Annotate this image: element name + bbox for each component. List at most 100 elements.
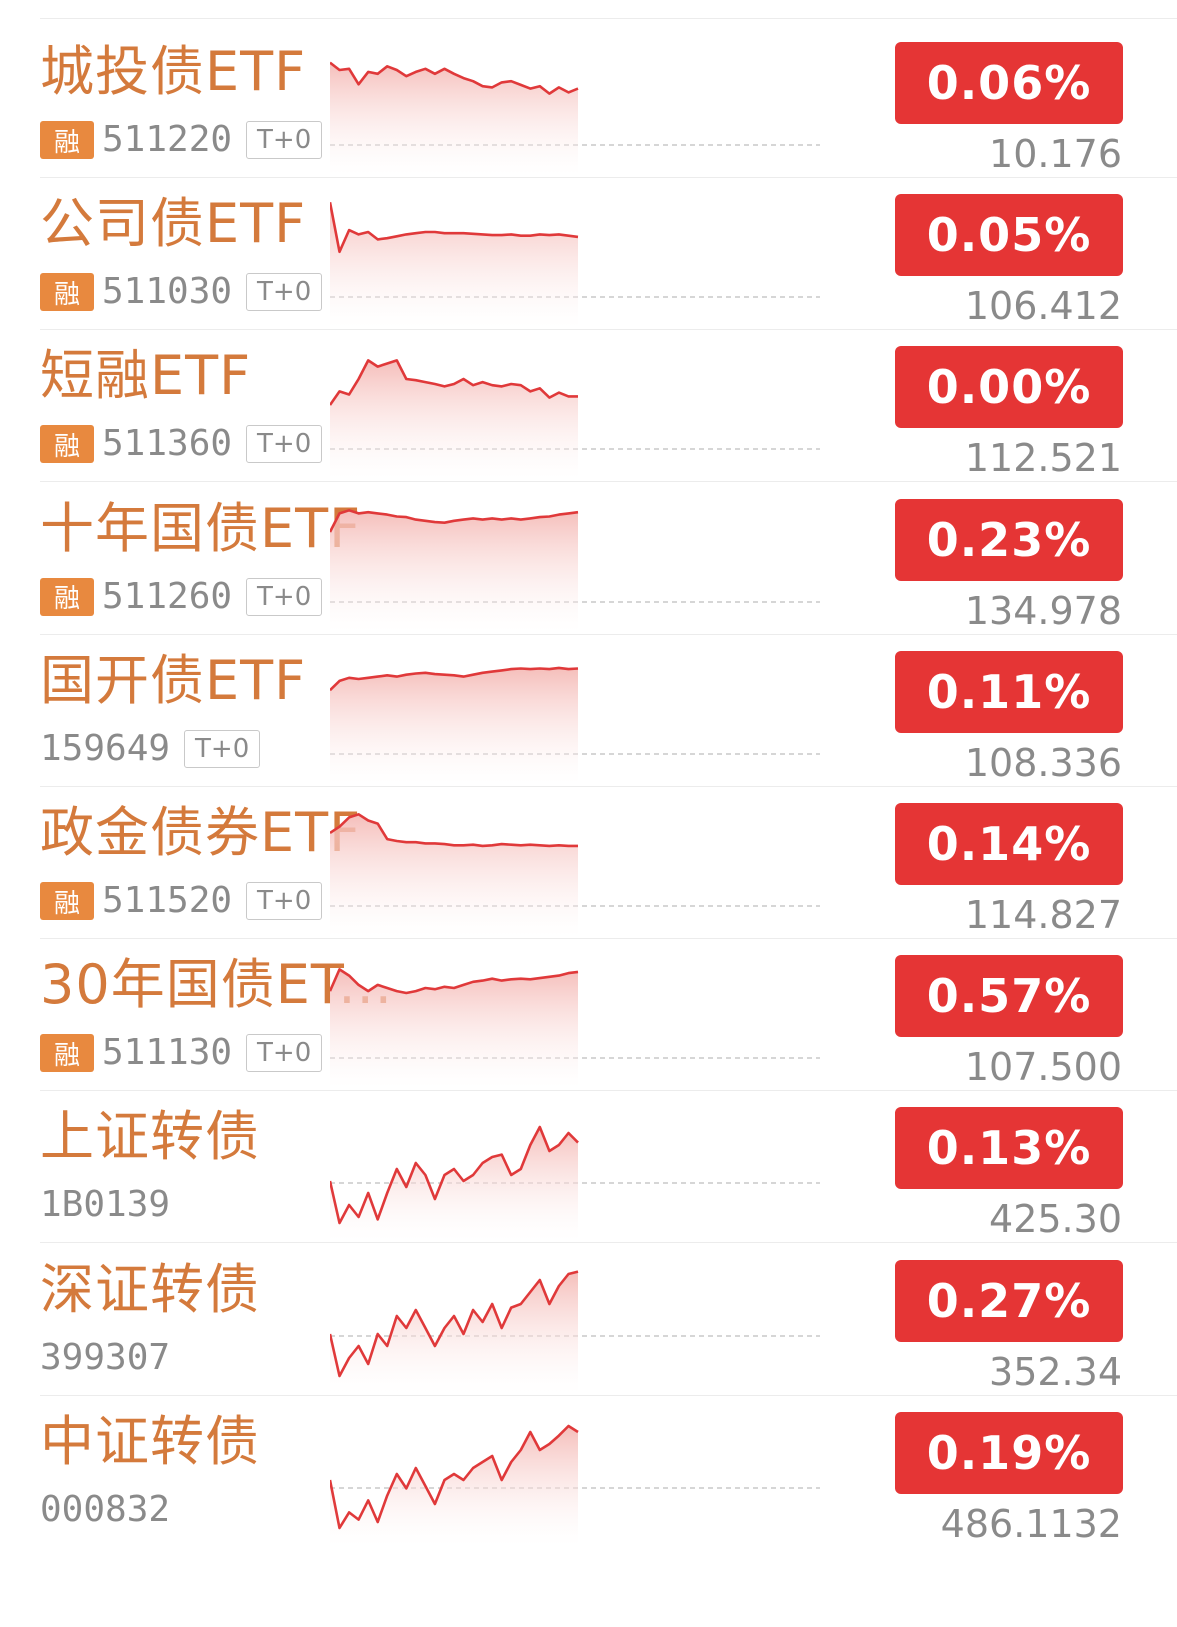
change-badge[interactable]: 0.05% — [895, 194, 1123, 277]
etf-name: 短融ETF — [40, 344, 252, 408]
etf-row[interactable]: 深证转债 399307 0.27% 352.34 — [0, 1238, 1177, 1396]
etf-price: 425.30 — [989, 1197, 1122, 1242]
etf-price: 108.336 — [964, 740, 1122, 785]
sparkline — [330, 813, 820, 936]
sparkline-line — [330, 666, 579, 691]
t0-tag: T+0 — [246, 882, 323, 920]
etf-row[interactable]: 城投债ETF 融 511220 T+0 0.06% 10.176 — [0, 20, 1177, 178]
row-divider — [40, 481, 1177, 483]
etf-meta: 399307 — [40, 1336, 171, 1378]
etf-price: 106.412 — [964, 284, 1122, 329]
sparkline-area — [330, 360, 578, 480]
row-divider — [40, 938, 1177, 939]
margin-tag: 融 — [40, 121, 94, 159]
sparkline-line — [330, 1269, 579, 1377]
etf-row[interactable]: 短融ETF 融 511360 T+0 0.00% 112.521 — [0, 324, 1177, 483]
etf-price: 114.827 — [964, 893, 1122, 937]
sparkline — [330, 508, 820, 632]
etf-name: 政金债券ETF — [40, 801, 362, 864]
etf-meta: 融 511220 T+0 — [40, 119, 323, 160]
change-badge[interactable]: 0.11% — [895, 650, 1123, 733]
sparkline-line — [330, 1126, 579, 1225]
sparkline — [330, 1126, 820, 1241]
change-badge[interactable]: 0.57% — [895, 955, 1123, 1038]
margin-tag: 融 — [40, 273, 94, 312]
etf-meta: 159649 T+0 — [40, 727, 261, 769]
margin-tag: 融 — [40, 882, 94, 920]
row-divider — [40, 329, 1177, 331]
sparkline — [330, 1424, 820, 1545]
sparkline-line — [330, 1424, 579, 1530]
sparkline — [330, 359, 820, 480]
row-divider — [40, 633, 1177, 635]
t0-tag: T+0 — [184, 729, 261, 768]
etf-code: 511030 — [102, 271, 233, 313]
sparkline-area — [330, 1425, 578, 1545]
sparkline-area — [330, 509, 578, 632]
etf-row[interactable]: 十年国债ETF 融 511260 T+0 0.23% 134.978 — [0, 477, 1177, 635]
etf-row[interactable]: 政金债券ETF 融 511520 T+0 0.14% 114.827 — [0, 781, 1177, 939]
sparkline-area — [330, 62, 578, 175]
change-badge[interactable]: 0.14% — [895, 803, 1123, 885]
etf-meta: 融 511130 T+0 — [40, 1033, 323, 1073]
sparkline-area — [330, 667, 578, 784]
sparkline-area — [330, 814, 578, 936]
etf-row[interactable]: 30年国债ET... 融 511130 T+0 0.57% 107.500 — [0, 933, 1177, 1092]
etf-name: 上证转债 — [40, 1105, 260, 1169]
sparkline — [330, 202, 820, 328]
etf-code: 399307 — [40, 1336, 171, 1378]
etf-meta: 融 511520 T+0 — [40, 881, 323, 921]
row-divider — [40, 1090, 1177, 1092]
sparkline-area — [330, 1127, 578, 1241]
etf-row[interactable]: 上证转债 1B0139 0.13% 425.30 — [0, 1085, 1177, 1244]
row-divider — [40, 785, 1177, 787]
row-divider — [40, 1242, 1177, 1244]
t0-tag: T+0 — [246, 577, 323, 616]
sparkline-line — [330, 202, 579, 254]
etf-code: 1B0139 — [40, 1184, 171, 1226]
etf-row[interactable]: 国开债ETF 159649 T+0 0.11% 108.336 — [0, 629, 1177, 787]
sparkline — [330, 1269, 820, 1393]
etf-code: 000832 — [40, 1488, 171, 1530]
t0-tag: T+0 — [246, 121, 323, 159]
etf-price: 134.978 — [964, 588, 1122, 633]
change-badge[interactable]: 0.13% — [895, 1107, 1123, 1190]
etf-name: 十年国债ETF — [40, 496, 362, 560]
change-badge[interactable]: 0.00% — [895, 346, 1123, 429]
margin-tag: 融 — [40, 577, 94, 616]
etf-meta: 1B0139 — [40, 1185, 170, 1225]
etf-name: 公司债ETF — [40, 192, 307, 256]
etf-meta: 融 511260 T+0 — [40, 575, 323, 617]
etf-row[interactable]: 中证转债 000832 0.19% 486.1132 — [0, 1390, 1177, 1548]
etf-price: 107.500 — [964, 1045, 1122, 1090]
etf-code: 511260 — [102, 575, 233, 617]
top-divider — [40, 18, 1177, 19]
sparkline-line — [330, 968, 579, 995]
change-badge[interactable]: 0.27% — [895, 1259, 1123, 1342]
etf-price: 112.521 — [964, 436, 1122, 481]
sparkline-area — [330, 969, 578, 1089]
sparkline — [330, 968, 820, 1089]
etf-code: 159649 — [40, 727, 171, 769]
t0-tag: T+0 — [246, 425, 323, 464]
sparkline-line — [330, 359, 578, 407]
t0-tag: T+0 — [246, 273, 323, 312]
etf-price: 486.1132 — [940, 1501, 1122, 1546]
etf-name: 城投债ETF — [40, 40, 307, 103]
margin-tag: 融 — [40, 1034, 94, 1073]
etf-row[interactable]: 公司债ETF 融 511030 T+0 0.05% 106.412 — [0, 172, 1177, 331]
change-badge[interactable]: 0.19% — [895, 1411, 1123, 1494]
sparkline — [330, 666, 820, 784]
sparkline-line — [330, 61, 579, 95]
sparkline-line — [330, 813, 578, 848]
change-badge[interactable]: 0.06% — [895, 42, 1123, 124]
sparkline-area — [330, 202, 578, 328]
t0-tag: T+0 — [246, 1034, 323, 1073]
etf-price: 352.34 — [989, 1349, 1122, 1394]
etf-meta: 融 511030 T+0 — [40, 271, 323, 313]
etf-name: 国开债ETF — [40, 648, 307, 712]
etf-code: 511220 — [102, 119, 233, 160]
change-badge[interactable]: 0.23% — [895, 498, 1123, 581]
row-divider — [40, 1394, 1177, 1396]
